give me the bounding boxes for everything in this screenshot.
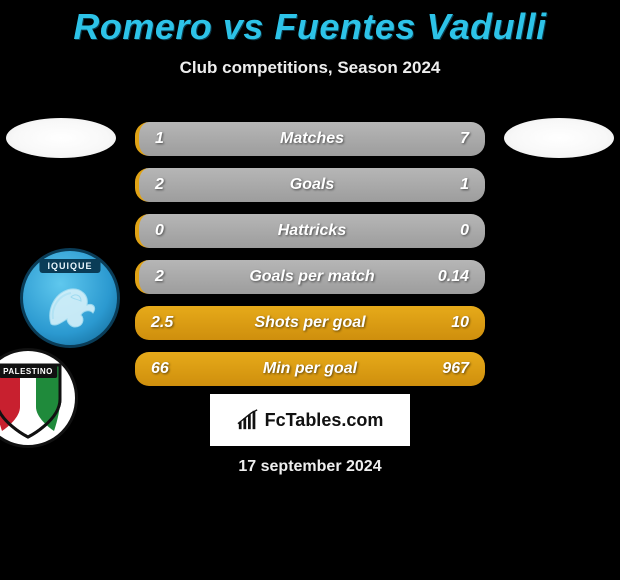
subtitle: Club competitions, Season 2024 xyxy=(0,58,620,78)
team-name-right: PALESTINO xyxy=(0,365,57,378)
player-silhouette-left xyxy=(6,118,116,158)
stat-row: 2.5 Shots per goal 10 xyxy=(135,306,485,340)
stat-row: 2 Goals 1 xyxy=(135,168,485,202)
stats-container: 1 Matches 7 2 Goals 1 0 Hattricks 0 2 Go… xyxy=(135,122,485,398)
stat-label: Matches xyxy=(139,130,485,148)
stat-label: Shots per goal xyxy=(135,314,485,332)
fctables-logo-text: FcTables.com xyxy=(265,410,384,431)
team-name-left: IQUIQUE xyxy=(39,259,100,273)
page-title: Romero vs Fuentes Vadulli xyxy=(0,0,620,48)
team-badge-left: IQUIQUE xyxy=(20,248,120,348)
stat-row: 2 Goals per match 0.14 xyxy=(135,260,485,294)
fctables-watermark: FcTables.com xyxy=(210,394,410,446)
stat-label: Goals xyxy=(139,176,485,194)
fctables-logo-icon xyxy=(237,409,259,431)
stat-row: 0 Hattricks 0 xyxy=(135,214,485,248)
stat-row: 1 Matches 7 xyxy=(135,122,485,156)
stat-row: 66 Min per goal 967 xyxy=(135,352,485,386)
stat-label: Goals per match xyxy=(139,268,485,286)
team-badge-right: PALESTINO xyxy=(0,348,78,448)
player-silhouette-right xyxy=(504,118,614,158)
dragon-icon xyxy=(41,279,101,339)
stat-label: Min per goal xyxy=(135,360,485,378)
stat-label: Hattricks xyxy=(139,222,485,240)
date: 17 september 2024 xyxy=(0,458,620,476)
